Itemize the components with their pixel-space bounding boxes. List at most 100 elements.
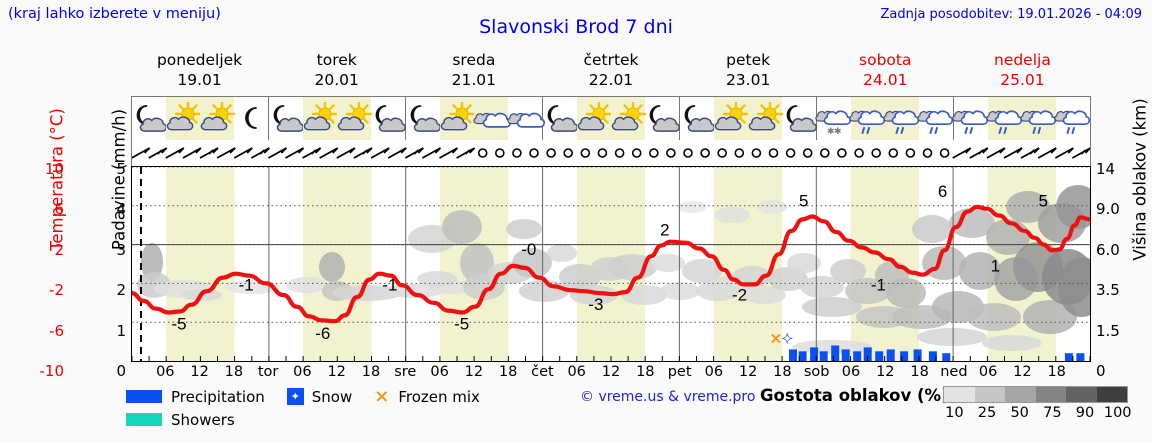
svg-text:2: 2 <box>660 221 669 240</box>
day-name: nedelja <box>993 51 1051 69</box>
legend-frozen-mix: × Frozen mix <box>374 386 480 407</box>
prec-tick: 4 <box>116 200 126 219</box>
cloud-tick: 3.5 <box>1096 281 1120 300</box>
cloud-rain-icon <box>917 97 954 140</box>
cloud-icon <box>473 97 511 140</box>
day-date: 21.01 <box>451 71 497 90</box>
time-tick-label: 06 <box>704 364 724 380</box>
moon-cloud-icon <box>782 97 817 140</box>
moon-cloud-icon <box>269 97 304 140</box>
time-tick-label: 06 <box>841 364 861 380</box>
time-tick-label: 18 <box>773 364 792 380</box>
time-tick-label: 18 <box>224 364 244 380</box>
copyright-label[interactable]: © vreme.us & vreme.pro <box>580 389 756 405</box>
day-header-ponedeljek: ponedeljek 19.01 <box>131 48 268 92</box>
density-value: 90 <box>1075 405 1095 421</box>
svg-text:✦: ✦ <box>781 331 793 347</box>
day-name: torek <box>316 51 357 69</box>
time-tick-label: 18 <box>498 364 518 380</box>
svg-text:-5: -5 <box>172 315 187 334</box>
time-tick-label: 06 <box>567 364 586 380</box>
cloud-tick: 9.0 <box>1096 200 1120 219</box>
density-value: 50 <box>1010 405 1029 421</box>
day-header-nedelja: nedelja 25.01 <box>954 48 1091 92</box>
sun-cloud-icon <box>337 97 373 140</box>
prec-tick: 1 <box>116 321 126 340</box>
legend-showers-label: Showers <box>171 410 235 429</box>
legend-precipitation: Precipitation <box>126 388 265 406</box>
time-tick-label: 12 <box>190 364 209 380</box>
cloud-tick: 6.0 <box>1096 240 1120 259</box>
day-icons-torek <box>269 97 406 140</box>
sun-cloud-icon <box>200 97 236 140</box>
time-tick-label: 06 <box>293 364 312 380</box>
sun-cloud-icon <box>577 97 613 140</box>
time-tick-label: 12 <box>601 364 621 380</box>
showers-swatch <box>126 413 162 426</box>
svg-text:-5: -5 <box>454 315 469 334</box>
svg-text:-1: -1 <box>382 276 397 295</box>
sun-cloud-icon <box>440 97 476 140</box>
svg-text:5: 5 <box>799 192 808 211</box>
moon-icon <box>234 97 268 140</box>
day-date: 23.01 <box>725 71 771 90</box>
day-name: petek <box>726 51 771 69</box>
svg-text:✱: ✱ <box>834 126 842 136</box>
day-date: 24.01 <box>863 71 908 90</box>
cloud-density-title: Gostota oblakov (%) <box>760 386 949 405</box>
day-header-sobota: sobota 24.01 <box>817 48 954 92</box>
location-menu-note[interactable]: (kraj lahko izberete v meniju) <box>8 6 221 22</box>
time-tick-label: 12 <box>1013 364 1032 380</box>
legend-precipitation-label: Precipitation <box>171 387 265 406</box>
time-tick-label: 18 <box>636 364 655 380</box>
cloud-tick: 0 <box>1096 362 1106 380</box>
cloud-tick: 14 <box>1096 160 1116 178</box>
precipitation-swatch <box>126 390 162 403</box>
day-header-torek: torek 20.01 <box>268 48 405 92</box>
sun-cloud-icon <box>166 97 202 140</box>
density-value: 75 <box>1043 405 1062 421</box>
last-update-label: Zadnja posodobitev: 19.01.2026 - 04:09 <box>880 7 1142 22</box>
day-icons-petek <box>680 97 817 140</box>
moon-cloud-icon <box>645 97 680 140</box>
cloud-rain-icon <box>883 97 920 140</box>
time-tick-label: 12 <box>464 364 484 380</box>
prec-tick: 3 <box>116 240 126 259</box>
cloud-icon <box>507 97 545 140</box>
temp-tick: -6 <box>49 321 64 340</box>
cloud-rain-icon <box>1020 97 1057 140</box>
day-icons-četrtek <box>543 97 680 140</box>
frozen-mix-icon: × <box>374 386 390 407</box>
day-header-row: ponedeljek 19.01 torek 20.01 sreda 21.01 četrt… <box>131 48 1091 92</box>
cloud-snow-icon: ✱ ✱ <box>815 97 852 140</box>
cloud-rain-icon <box>952 97 989 140</box>
svg-text:5: 5 <box>1039 192 1048 211</box>
day-name: četrtek <box>583 51 639 69</box>
time-tick-label: 18 <box>1047 364 1066 380</box>
svg-text:1: 1 <box>991 256 1000 275</box>
time-tick-label: 06 <box>156 364 175 380</box>
svg-text:✱: ✱ <box>827 126 835 136</box>
legend-frozen-mix-label: Frozen mix <box>398 387 480 406</box>
legend-showers: Showers <box>126 411 235 429</box>
time-tick-label: 06 <box>978 364 998 380</box>
day-boundary-label: čet <box>531 364 554 380</box>
sun-cloud-icon <box>303 97 339 140</box>
density-value: 10 <box>945 405 964 421</box>
day-boundary-label: pet <box>667 364 692 380</box>
cloud-tick: 1.5 <box>1096 321 1120 340</box>
svg-text:-6: -6 <box>315 324 330 343</box>
temp-tick: -10 <box>39 362 65 380</box>
cloud-density-values: 10 25 50 75 90 100 <box>938 405 1134 423</box>
sun-cloud-icon <box>611 97 647 140</box>
temp-tick: 10 <box>44 160 64 178</box>
day-icons-sobota: ✱ ✱ <box>815 97 954 140</box>
precipitation-legend: Precipitation ✦ Snow × Frozen mix Shower… <box>126 385 566 437</box>
temp-tick: 6 <box>54 200 64 219</box>
day-boundary-label: sre <box>394 364 417 380</box>
day-header-četrtek: četrtek 22.01 <box>542 48 679 92</box>
time-tick-label: 18 <box>361 364 381 380</box>
day-date: 20.01 <box>314 71 359 90</box>
weather-icon-strip: ✱ ✱ <box>131 96 1091 140</box>
time-axis: 06 12 18 tor 06 12 18 sre 06 12 18 čet 06 12 18 pet 06 12… <box>131 364 1091 384</box>
